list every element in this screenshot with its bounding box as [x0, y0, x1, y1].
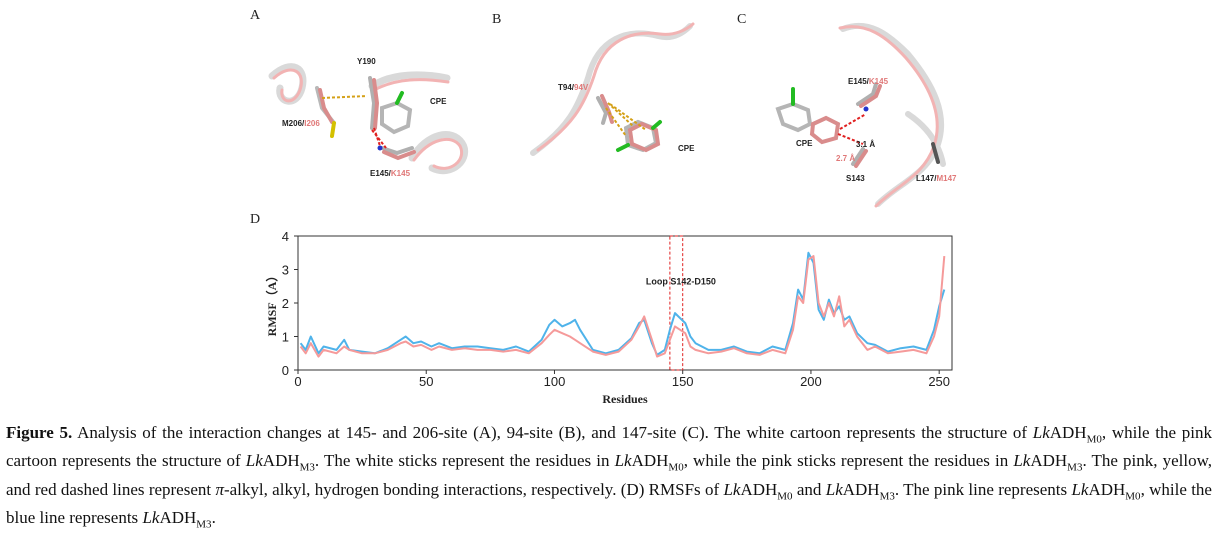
- figure-caption: Figure 5. Analysis of the interaction ch…: [6, 423, 1213, 531]
- label-s143: S143: [846, 174, 865, 183]
- y-tick-label: 0: [282, 363, 289, 378]
- x-tick-label: 50: [419, 374, 433, 389]
- x-tick-label: 200: [800, 374, 822, 389]
- protein-cartoon-pink: [536, 22, 695, 152]
- rmsf-chart: Loop S142-D150 0 50 100 150 200 250 0 1 2 3 4 Residu…: [264, 229, 953, 406]
- label-cpe-c: CPE: [796, 139, 813, 148]
- label-t94-94v: T94/94V: [558, 83, 589, 92]
- loop-annotation-label: Loop S142-D150: [646, 277, 716, 287]
- loop-highlight-box: [669, 235, 684, 371]
- protein-cartoon-pink: [272, 68, 464, 170]
- y-tick-label: 3: [282, 263, 289, 278]
- label-e145-k145-c: E145/K145: [848, 77, 889, 86]
- series-line-m3: [299, 251, 946, 356]
- panel-c-structure: E145/K145 CPE 3.1 Å 2.7 Å S143 L147/M147: [758, 14, 983, 214]
- x-tick-label: 0: [294, 374, 301, 389]
- x-tick-label: 150: [672, 374, 694, 389]
- protein-cartoon-white: [530, 23, 693, 156]
- label-cpe-a: CPE: [430, 97, 447, 106]
- residue-sticks: [596, 94, 662, 153]
- y-tick-label: 1: [282, 330, 289, 345]
- label-e145-k145-a: E145/K145: [370, 169, 411, 178]
- panel-b-structure: T94/94V CPE: [508, 18, 723, 198]
- label-dist-2-7: 2.7 Å: [836, 154, 855, 163]
- protein-cartoon-pink: [838, 25, 939, 208]
- y-axis-label: RMSF（A）: [264, 270, 279, 337]
- y-tick-label: 2: [282, 296, 289, 311]
- label-l147-m147: L147/M147: [916, 174, 957, 183]
- panel-label-c: C: [737, 12, 747, 27]
- plot-frame: [297, 235, 953, 371]
- interaction-lines: [321, 95, 387, 149]
- x-axis-label: Residues: [602, 392, 648, 406]
- panel-a-structure: Y190 CPE M206/I206 E145/K145: [262, 48, 477, 188]
- interaction-lines: [605, 102, 647, 137]
- y-tick-label: 4: [282, 229, 289, 244]
- interaction-lines: [837, 113, 867, 145]
- label-cpe-b: CPE: [678, 144, 695, 153]
- residue-sticks: [315, 76, 416, 161]
- label-y190: Y190: [357, 57, 376, 66]
- panel-label-a: A: [250, 8, 261, 23]
- x-tick-label: 250: [928, 374, 950, 389]
- label-dist-3-1: 3.1 Å: [856, 140, 875, 149]
- x-tick-label: 100: [544, 374, 566, 389]
- series-line-m0: [299, 255, 946, 358]
- panel-label-d: D: [250, 212, 261, 227]
- panel-label-b: B: [492, 12, 502, 27]
- label-m206-i206: M206/I206: [282, 119, 320, 128]
- residue-sticks: [775, 82, 940, 168]
